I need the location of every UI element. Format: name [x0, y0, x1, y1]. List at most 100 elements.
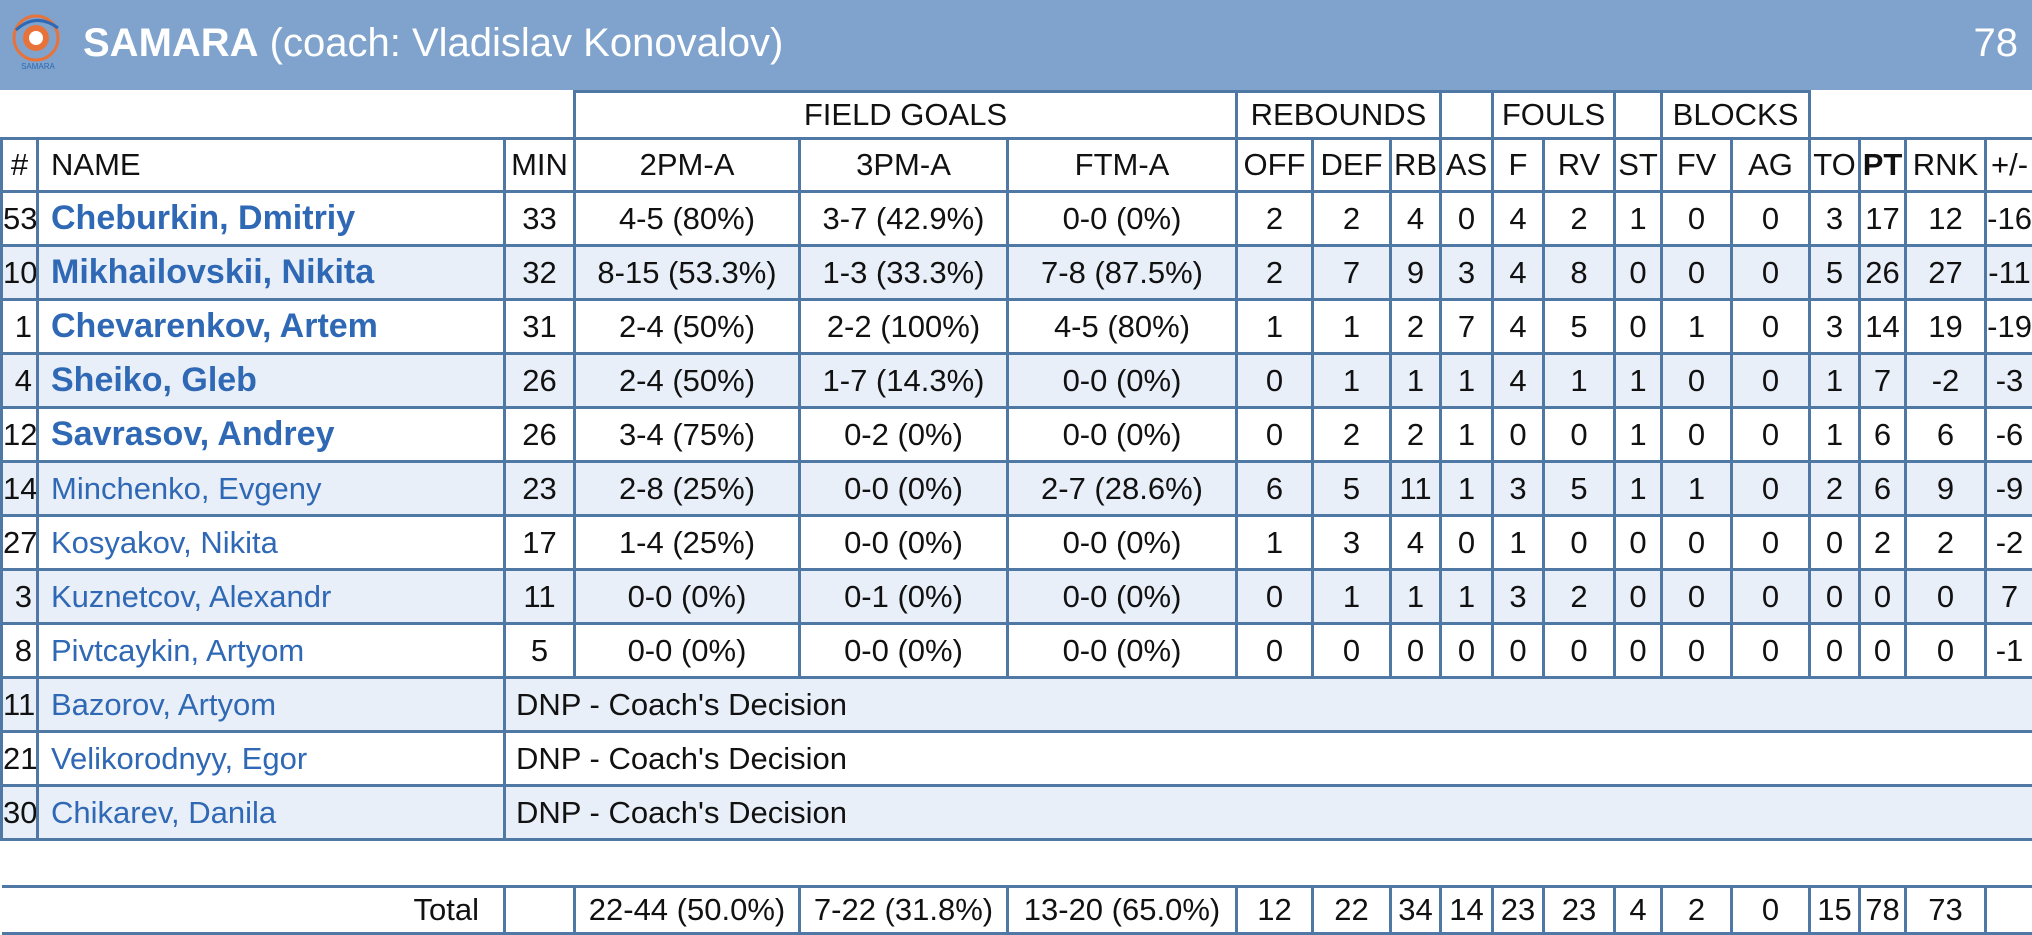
player-name-link[interactable]: Savrasov, Andrey — [36, 406, 506, 463]
stat-cell: 0-0 (0%) — [1006, 568, 1238, 625]
column-header[interactable]: AS — [1439, 137, 1495, 193]
column-header[interactable]: 2PM-A — [573, 137, 801, 193]
column-header[interactable]: FV — [1660, 137, 1734, 193]
player-name-link[interactable]: Kosyakov, Nikita — [36, 514, 506, 571]
player-name-link[interactable]: Pivtcaykin, Artyom — [36, 622, 506, 679]
stat-cell: 6 — [1858, 406, 1908, 463]
stat-cell: -3 — [1984, 352, 2032, 409]
column-header[interactable]: +/- — [1984, 137, 2032, 193]
stat-cell: 0 — [1858, 568, 1908, 625]
stat-cell: 7 — [1439, 298, 1495, 355]
stat-cell: 5 — [1542, 460, 1617, 517]
stat-cell: 0 — [1730, 190, 1812, 247]
total-stat-cell: 2 — [1660, 885, 1734, 935]
stat-cell: 2 — [1235, 244, 1314, 301]
stat-cell: 0 — [1730, 352, 1812, 409]
stat-cell: 0 — [1730, 244, 1812, 301]
stat-cell: 3 — [1808, 298, 1862, 355]
stat-cell: 0 — [1730, 406, 1812, 463]
player-number: 4 — [0, 352, 39, 409]
column-header[interactable]: PT — [1858, 137, 1908, 193]
stat-cell: 1 — [1542, 352, 1617, 409]
total-stat-cell: 13-20 (65.0%) — [1006, 885, 1238, 935]
stat-cell: 2-4 (50%) — [573, 352, 801, 409]
stat-cell: 3 — [1808, 190, 1862, 247]
stat-cell: 0-1 (0%) — [798, 568, 1009, 625]
team-score: 78 — [1973, 21, 2019, 65]
stat-cell: 26 — [503, 352, 576, 409]
stat-cell: 1 — [1388, 568, 1443, 625]
column-header[interactable]: RB — [1388, 137, 1443, 193]
player-number: 53 — [0, 190, 39, 247]
stat-cell: 1 — [1660, 298, 1734, 355]
stat-cell: 1 — [1491, 514, 1546, 571]
dnp-row: 21 Velikorodnyy, Egor DNP - Coach's Decisi… — [0, 730, 2032, 787]
player-name-link[interactable]: Chevarenkov, Artem — [36, 298, 506, 355]
stat-cell: 1 — [1660, 460, 1734, 517]
stat-cell: 27 — [1904, 244, 1988, 301]
dnp-note: DNP - Coach's Decision — [502, 784, 2032, 841]
player-row: 53 Cheburkin, Dmitriy 33 4-5 (80%) 3-7 (42.9… — [0, 190, 2032, 247]
stat-cell: 0 — [1613, 298, 1664, 355]
stat-cell: 2 — [1311, 406, 1392, 463]
player-number: 12 — [0, 406, 39, 463]
team-logo: SAMARA — [12, 14, 60, 71]
stat-cell: 0 — [1660, 190, 1734, 247]
stat-cell: 9 — [1388, 244, 1443, 301]
stat-cell: 1-3 (33.3%) — [798, 244, 1009, 301]
column-header[interactable]: 3PM-A — [798, 137, 1009, 193]
player-name-link[interactable]: Bazorov, Artyom — [36, 676, 506, 733]
player-name-link[interactable]: Cheburkin, Dmitriy — [36, 190, 506, 247]
column-header[interactable]: NAME — [36, 137, 506, 193]
player-number: 11 — [0, 676, 39, 733]
stat-cell: 23 — [503, 460, 576, 517]
total-stat-cell: 73 — [1904, 885, 1988, 935]
stat-cell: 7 — [1858, 352, 1908, 409]
total-label: Total — [1, 885, 506, 935]
stat-cell: 0 — [1542, 514, 1617, 571]
column-header[interactable]: RNK — [1904, 137, 1988, 193]
stat-cell: 1 — [1388, 352, 1443, 409]
player-name-link[interactable]: Velikorodnyy, Egor — [36, 730, 506, 787]
column-header[interactable]: TO — [1808, 137, 1862, 193]
stat-cell: 1 — [1613, 460, 1664, 517]
player-name-link[interactable]: Kuznetcov, Alexandr — [36, 568, 506, 625]
stat-cell: 0 — [1904, 568, 1988, 625]
player-name-link[interactable]: Mikhailovskii, Nikita — [36, 244, 506, 301]
stat-cell: 2 — [1235, 190, 1314, 247]
stat-cell: 4 — [1491, 190, 1546, 247]
stat-cell: 33 — [503, 190, 576, 247]
total-stat-cell: 23 — [1542, 885, 1617, 935]
column-header[interactable]: OFF — [1235, 137, 1314, 193]
player-row: 10 Mikhailovskii, Nikita 32 8-15 (53.3%) 1-3… — [0, 244, 2032, 301]
column-header[interactable]: FTM-A — [1006, 137, 1238, 193]
stat-cell: 1 — [1311, 352, 1392, 409]
stat-cell: 9 — [1904, 460, 1988, 517]
svg-text:SAMARA: SAMARA — [21, 62, 55, 71]
team-name: SAMARA — [83, 21, 259, 65]
stat-cell: 0-0 (0%) — [1006, 622, 1238, 679]
stat-cell: 0-0 (0%) — [1006, 190, 1238, 247]
stat-cell: 3 — [1439, 244, 1495, 301]
column-header[interactable]: ST — [1613, 137, 1664, 193]
stat-cell: 7 — [1984, 568, 2032, 625]
player-name-link[interactable]: Sheiko, Gleb — [36, 352, 506, 409]
column-header[interactable]: F — [1491, 137, 1546, 193]
column-header[interactable]: RV — [1542, 137, 1617, 193]
stat-cell: 1 — [1439, 406, 1495, 463]
column-header[interactable]: # — [0, 137, 39, 193]
column-header[interactable]: AG — [1730, 137, 1812, 193]
stat-cell: 0 — [1730, 460, 1812, 517]
stat-cell: 4 — [1491, 352, 1546, 409]
stat-cell: 7-8 (87.5%) — [1006, 244, 1238, 301]
stat-cell: 4-5 (80%) — [1006, 298, 1238, 355]
player-number: 27 — [0, 514, 39, 571]
column-header[interactable]: DEF — [1311, 137, 1392, 193]
column-header[interactable]: MIN — [503, 137, 576, 193]
player-name-link[interactable]: Minchenko, Evgeny — [36, 460, 506, 517]
player-name-link[interactable]: Chikarev, Danila — [36, 784, 506, 841]
total-stat-cell: 22-44 (50.0%) — [573, 885, 801, 935]
stat-cell: 3-4 (75%) — [573, 406, 801, 463]
column-header-row: # NAME MIN 2PM-A 3PM-A FTM-A OFF DEF RB AS F RV ST FV… — [0, 137, 2032, 193]
stat-cell: 0 — [1730, 622, 1812, 679]
